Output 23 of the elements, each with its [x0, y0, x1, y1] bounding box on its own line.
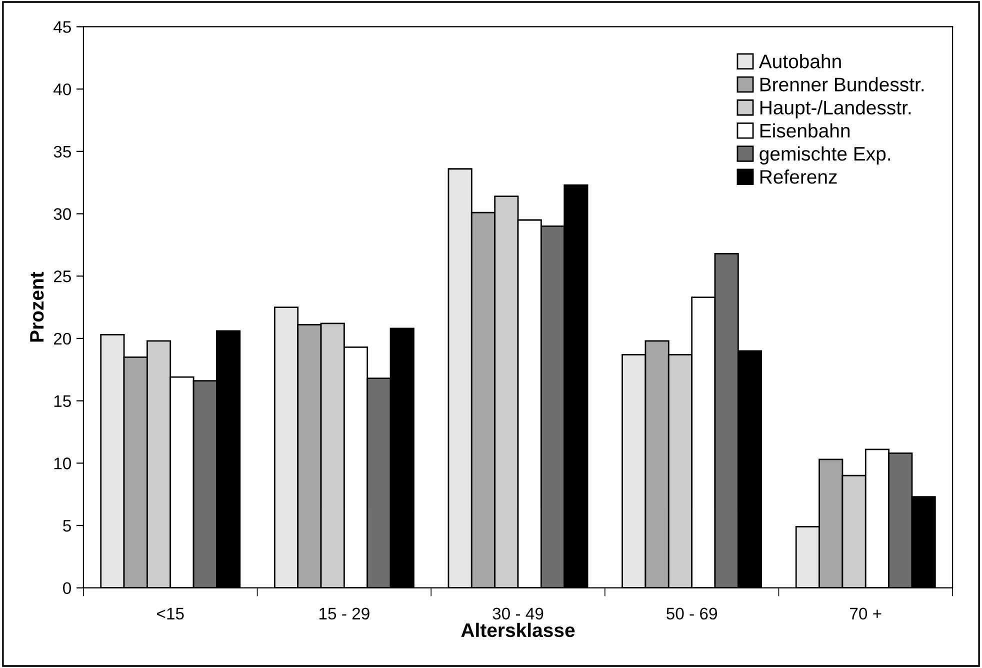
- y-tick-label: 30: [54, 208, 72, 220]
- x-tick-label: <15: [157, 608, 184, 620]
- y-tick-label: 35: [54, 146, 71, 158]
- x-tick-label: 70 +: [850, 608, 882, 620]
- y-tick-label: 15: [54, 395, 71, 408]
- y-tick-label: 20: [54, 332, 72, 345]
- legend-label: gemischte Exp.: [760, 146, 890, 165]
- x-tick-label: 50 - 69: [666, 608, 717, 620]
- legend-label: Autobahn: [758, 54, 841, 68]
- legend-label: Eisenbahn: [760, 123, 850, 138]
- legend-label: Haupt-/Landesstr.: [760, 100, 911, 118]
- y-axis-title: Prozent: [30, 272, 44, 342]
- y-tick-label: 45: [54, 21, 71, 33]
- y-tick-label: 40: [54, 83, 72, 96]
- y-tick-label: 5: [63, 520, 71, 532]
- x-axis-title: Altersklasse: [461, 622, 575, 638]
- x-tick-label: 15 - 29: [320, 608, 370, 620]
- y-tick-label: 10: [54, 458, 72, 470]
- y-tick-label: 0: [63, 582, 72, 594]
- y-tick-label: 25: [54, 270, 71, 282]
- x-tick-label: 30 - 49: [492, 608, 544, 620]
- legend-label: Brenner Bundesstr.: [760, 77, 924, 92]
- legend-label: Referenz: [760, 170, 837, 184]
